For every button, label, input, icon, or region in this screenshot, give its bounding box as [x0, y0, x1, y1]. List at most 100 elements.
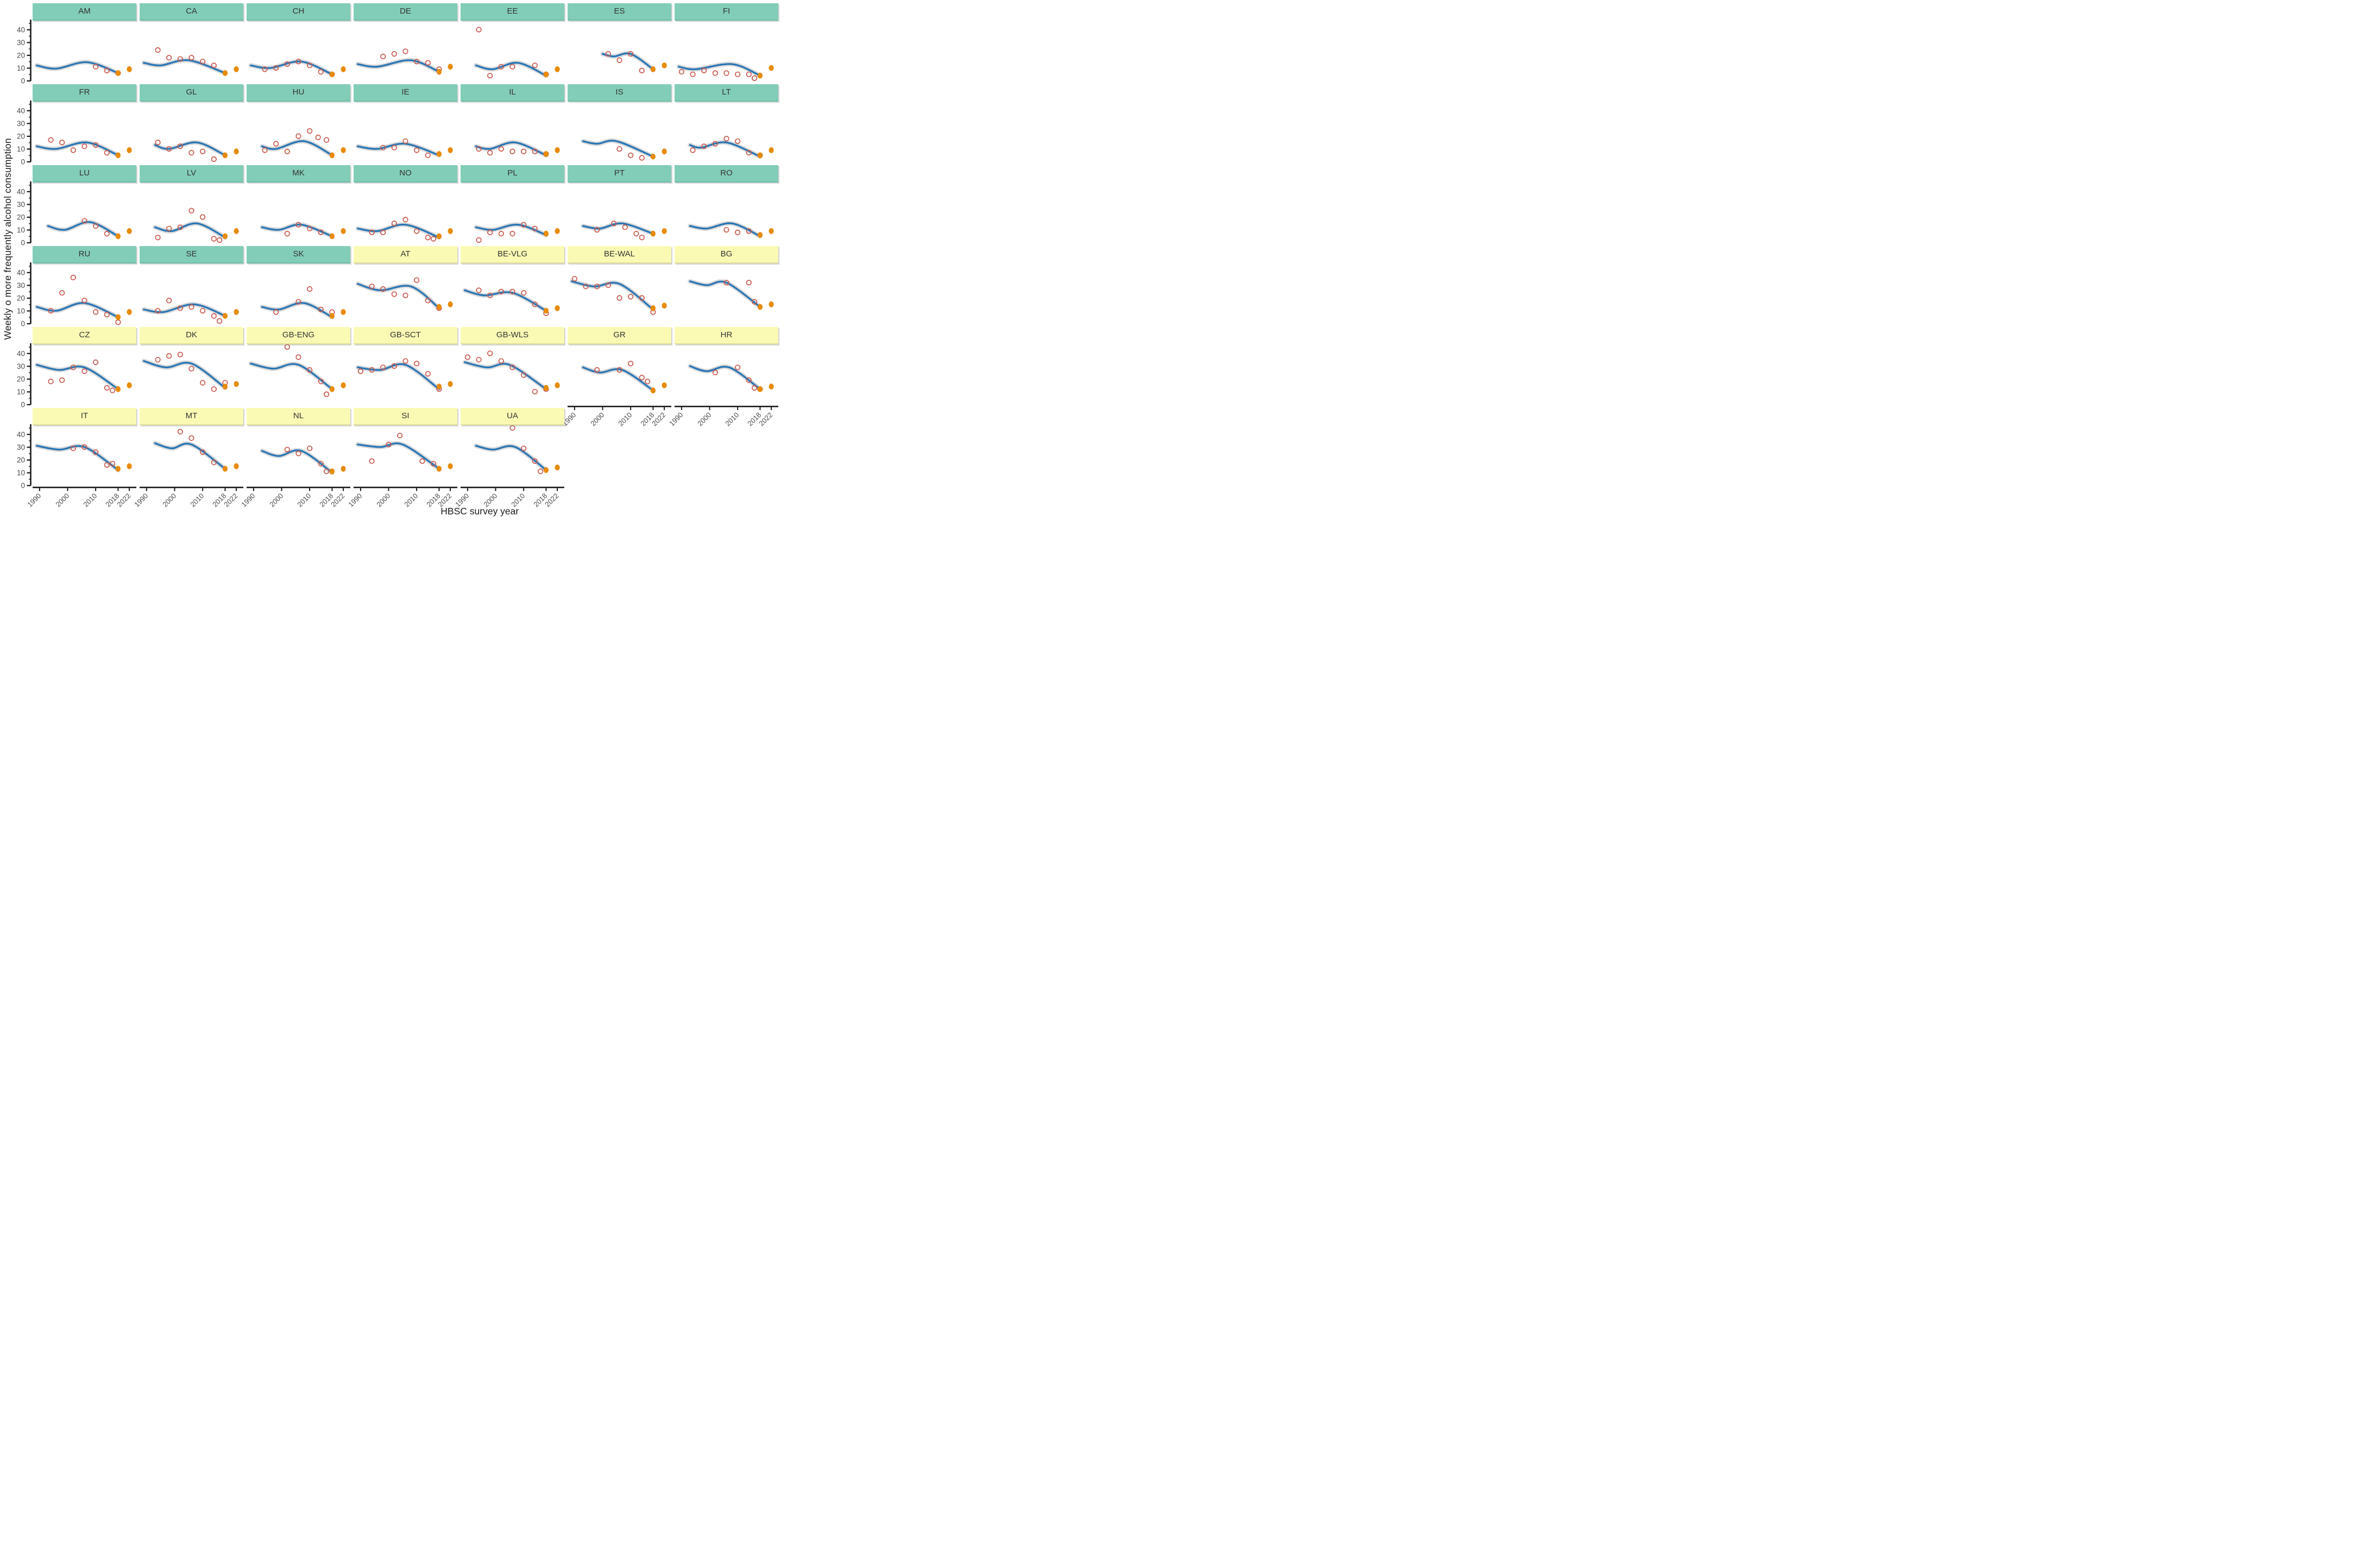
- survey-point: [166, 146, 172, 152]
- survey-point: [690, 147, 696, 153]
- survey-point: [413, 59, 420, 65]
- survey-point: [616, 295, 622, 301]
- survey-point: [594, 227, 600, 233]
- facet-label: AM: [78, 7, 91, 16]
- highlight-point-2022: [234, 309, 239, 315]
- facet-strip-BE-WAL: BE-WAL: [568, 246, 671, 263]
- y-tick-label: 40: [17, 106, 25, 115]
- survey-point: [571, 276, 578, 282]
- facet-plot-CA: [140, 21, 243, 86]
- x-tick-label: 2010: [81, 492, 99, 509]
- facet-plot-ES: [568, 21, 671, 86]
- highlight-point-2018: [757, 386, 763, 392]
- facet-strip-SE: SE: [140, 246, 243, 263]
- survey-point: [723, 280, 729, 286]
- facet-label: GB-SCT: [390, 330, 421, 339]
- y-tick-label: 10: [17, 226, 25, 234]
- facet-plot-SE: [140, 263, 243, 329]
- survey-point: [284, 231, 291, 237]
- survey-point: [532, 62, 538, 68]
- survey-point: [520, 148, 527, 154]
- facet-label: GR: [613, 330, 626, 339]
- survey-point: [104, 67, 110, 73]
- facet-panel-CH: CH: [247, 3, 350, 86]
- facet-strip-IL: IL: [461, 84, 564, 102]
- facet-panel-IL: IL: [461, 84, 564, 167]
- survey-point: [48, 307, 54, 314]
- facet-label: DK: [186, 330, 197, 339]
- survey-point: [295, 299, 301, 305]
- facet-label: MK: [292, 168, 305, 178]
- survey-point: [70, 364, 77, 370]
- facet-label: FI: [722, 7, 731, 16]
- survey-point: [746, 228, 752, 234]
- facet-panel-DE: DE: [354, 3, 457, 86]
- survey-point: [532, 458, 538, 464]
- survey-point: [284, 446, 291, 452]
- y-tick-label: 40: [17, 430, 25, 438]
- facet-plot-RU: [33, 263, 136, 329]
- y-tick-label: 20: [17, 51, 25, 59]
- facet-plot-MT: [140, 425, 243, 491]
- survey-point: [402, 292, 408, 299]
- survey-point: [92, 359, 99, 366]
- x-tick-label: 2010: [188, 492, 206, 509]
- survey-point: [509, 364, 515, 370]
- survey-point: [48, 137, 54, 143]
- facet-plot-MK: [247, 183, 350, 248]
- highlight-point-2018: [436, 68, 442, 75]
- survey-point: [430, 461, 437, 467]
- highlight-point-2022: [448, 381, 453, 387]
- y-tick-label: 40: [17, 268, 25, 276]
- survey-point: [323, 137, 330, 143]
- survey-point: [199, 214, 206, 220]
- survey-point: [425, 152, 431, 159]
- facet-strip-GB-ENG: GB-ENG: [247, 327, 350, 344]
- survey-point: [380, 286, 386, 292]
- x-tick-labels-IT: 1990 2000 2010 2018 2022: [26, 489, 136, 518]
- facet-strip-GR: GR: [568, 327, 671, 344]
- highlight-point-2022: [448, 64, 453, 70]
- survey-point: [532, 225, 538, 231]
- facet-label: FR: [79, 87, 90, 97]
- survey-point: [295, 133, 301, 139]
- facet-plot-LV: [140, 183, 243, 248]
- survey-point: [487, 350, 493, 356]
- facet-plot-UA: [461, 425, 564, 491]
- survey-point: [315, 134, 321, 141]
- highlight-point-2018: [436, 466, 442, 472]
- highlight-point-2022: [127, 463, 132, 469]
- x-tick-label: 2010: [295, 492, 313, 509]
- survey-point: [402, 358, 408, 364]
- facet-panel-AT: AT: [354, 246, 457, 329]
- facet-strip-MK: MK: [247, 165, 350, 183]
- survey-point: [413, 228, 420, 234]
- survey-point: [166, 55, 172, 61]
- survey-point: [386, 442, 392, 448]
- survey-point: [318, 69, 324, 75]
- survey-point: [498, 64, 505, 70]
- facet-strip-NO: NO: [354, 165, 457, 183]
- facet-strip-HR: HR: [675, 327, 778, 344]
- y-tick-label: 30: [17, 362, 25, 370]
- survey-point: [306, 367, 313, 373]
- survey-point: [166, 298, 172, 304]
- survey-point: [391, 51, 398, 57]
- survey-point: [59, 290, 65, 296]
- highlight-point-2022: [341, 382, 346, 388]
- y-tick-label: 0: [21, 482, 25, 489]
- survey-point: [155, 307, 161, 314]
- facet-label: CA: [186, 7, 197, 16]
- highlight-point-2018: [115, 233, 121, 240]
- x-tick-label: 2000: [267, 492, 285, 509]
- facet-strip-SI: SI: [354, 408, 457, 425]
- survey-point: [605, 51, 612, 57]
- facet-panel-ES: ES: [568, 3, 671, 86]
- survey-point: [199, 449, 206, 455]
- survey-point: [391, 144, 398, 150]
- facet-plot-RO: [675, 183, 778, 248]
- survey-point: [188, 55, 194, 61]
- facet-panel-PT: PT: [568, 165, 671, 248]
- facet-panel-HR: HR: [675, 327, 778, 410]
- facet-strip-CZ: CZ: [33, 327, 136, 344]
